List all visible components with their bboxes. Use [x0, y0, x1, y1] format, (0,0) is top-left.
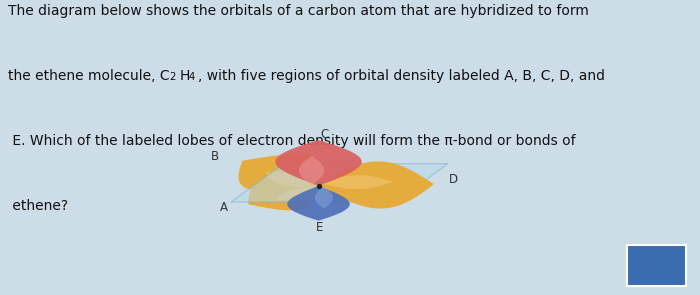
- Polygon shape: [265, 172, 315, 188]
- Text: The diagram below shows the orbitals of a carbon atom that are hybridized to for: The diagram below shows the orbitals of …: [8, 4, 589, 18]
- Text: E: E: [316, 221, 323, 234]
- Text: A: A: [220, 201, 228, 214]
- Text: the ethene molecule, C: the ethene molecule, C: [8, 69, 170, 83]
- Bar: [626, 245, 686, 286]
- Polygon shape: [231, 164, 448, 202]
- Polygon shape: [275, 140, 362, 186]
- Polygon shape: [299, 156, 324, 186]
- Polygon shape: [239, 154, 320, 191]
- Text: H: H: [179, 69, 190, 83]
- Polygon shape: [318, 175, 393, 189]
- Text: , with five regions of orbital density labeled A, B, C, D, and: , with five regions of orbital density l…: [198, 69, 605, 83]
- Polygon shape: [248, 181, 318, 210]
- Text: ethene?: ethene?: [8, 199, 69, 213]
- Text: E. Which of the labeled lobes of electron density will form the π-bond or bonds : E. Which of the labeled lobes of electro…: [8, 134, 576, 148]
- Polygon shape: [315, 186, 333, 209]
- Text: 2: 2: [169, 72, 176, 82]
- Polygon shape: [276, 188, 321, 200]
- Text: B: B: [211, 150, 219, 163]
- Text: D: D: [449, 173, 458, 186]
- Text: C: C: [320, 128, 328, 141]
- Polygon shape: [318, 161, 434, 209]
- Polygon shape: [287, 186, 350, 221]
- Text: 4: 4: [189, 72, 195, 82]
